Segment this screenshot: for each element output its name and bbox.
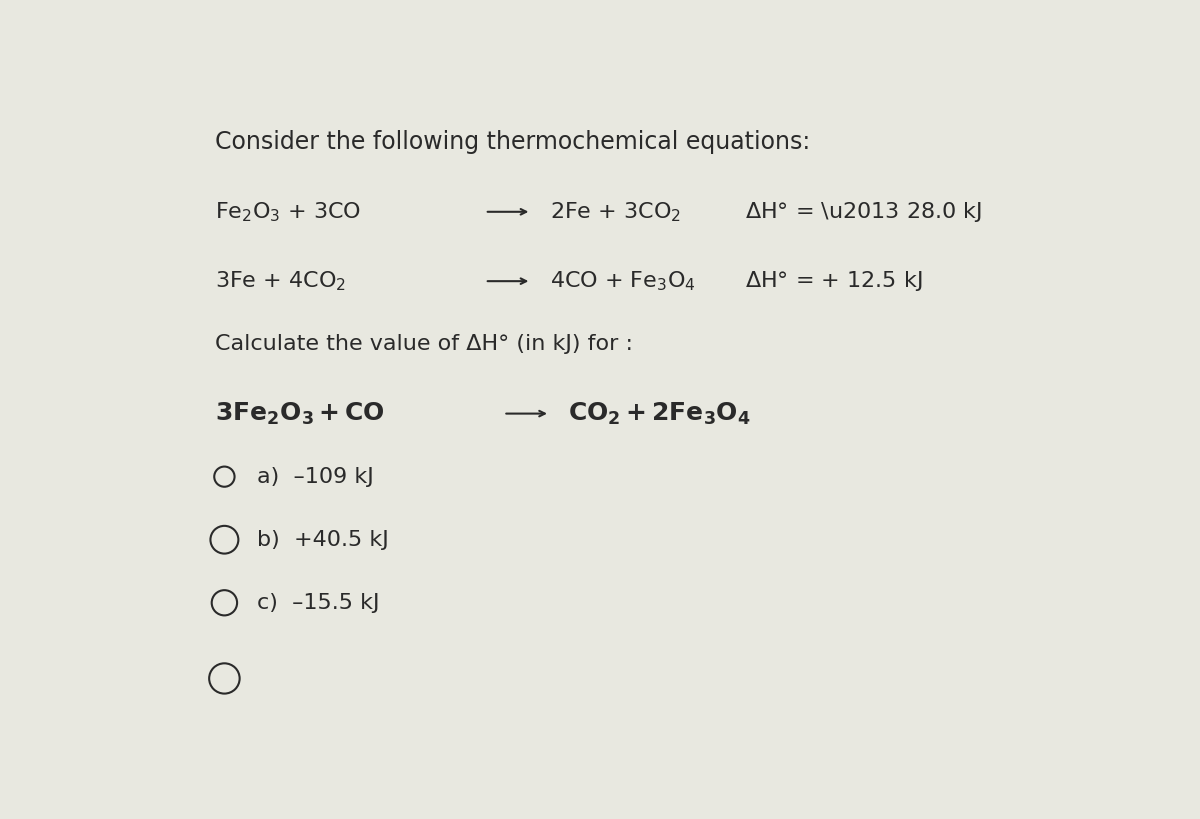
Text: c)  –15.5 kJ: c) –15.5 kJ bbox=[257, 593, 379, 613]
Text: 4CO + Fe$_3$O$_4$: 4CO + Fe$_3$O$_4$ bbox=[550, 269, 696, 293]
Text: b)  +40.5 kJ: b) +40.5 kJ bbox=[257, 530, 389, 550]
Text: $\mathbf{CO_2 + 2Fe_3O_4}$: $\mathbf{CO_2 + 2Fe_3O_4}$ bbox=[569, 400, 751, 427]
Text: 2Fe + 3CO$_2$: 2Fe + 3CO$_2$ bbox=[550, 200, 680, 224]
Text: $\Delta$H° = \u2013 28.0 kJ: $\Delta$H° = \u2013 28.0 kJ bbox=[745, 200, 983, 224]
Text: 3Fe + 4CO$_2$: 3Fe + 4CO$_2$ bbox=[215, 269, 346, 293]
Text: $\Delta$H° = + 12.5 kJ: $\Delta$H° = + 12.5 kJ bbox=[745, 269, 923, 293]
Text: Calculate the value of ΔH° (in kJ) for :: Calculate the value of ΔH° (in kJ) for : bbox=[215, 334, 634, 355]
Text: Consider the following thermochemical equations:: Consider the following thermochemical eq… bbox=[215, 130, 810, 155]
Text: Fe$_2$O$_3$ + 3CO: Fe$_2$O$_3$ + 3CO bbox=[215, 200, 361, 224]
Text: $\mathbf{3Fe_2O_3 + CO}$: $\mathbf{3Fe_2O_3 + CO}$ bbox=[215, 400, 385, 427]
Text: a)  –109 kJ: a) –109 kJ bbox=[257, 467, 373, 486]
